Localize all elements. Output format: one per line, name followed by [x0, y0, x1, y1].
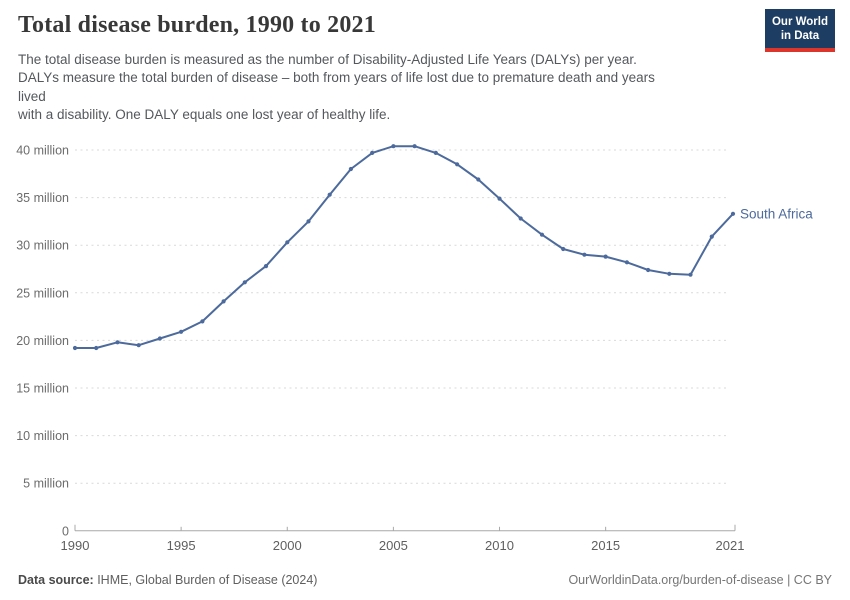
data-point — [709, 234, 714, 239]
data-point — [136, 343, 141, 348]
x-tick-label: 2000 — [273, 538, 302, 550]
data-point — [476, 177, 481, 182]
data-point — [391, 144, 396, 149]
data-point — [730, 211, 736, 216]
data-point — [412, 144, 417, 149]
data-point — [263, 264, 269, 269]
data-point — [603, 254, 608, 259]
owid-logo-line2: in Data — [780, 29, 820, 42]
x-tick-label: 2005 — [379, 538, 408, 550]
y-tick-label: 25 million — [16, 286, 69, 300]
data-point — [582, 252, 587, 257]
data-point — [221, 299, 226, 304]
y-tick-label: 35 million — [16, 191, 69, 205]
data-point — [306, 219, 311, 224]
y-tick-label: 0 — [62, 524, 69, 538]
data-point — [518, 216, 523, 221]
data-point — [115, 340, 120, 345]
series-line — [74, 145, 734, 349]
data-point — [200, 319, 205, 324]
data-point — [72, 345, 78, 351]
data-point — [561, 246, 566, 252]
data-point — [624, 260, 630, 265]
x-tick-label: 2015 — [591, 538, 620, 550]
data-point — [539, 232, 545, 237]
data-point — [285, 240, 290, 245]
data-point — [455, 162, 460, 167]
data-point — [327, 192, 332, 197]
owid-logo-line1: Our World — [771, 16, 828, 28]
y-tick-label: 10 million — [16, 429, 69, 443]
data-point — [348, 166, 353, 172]
data-point — [179, 329, 184, 334]
data-point — [433, 150, 438, 155]
data-point — [242, 280, 247, 285]
data-source: Data source: IHME, Global Burden of Dise… — [18, 573, 317, 587]
series-south-africa: South Africa — [72, 144, 813, 351]
x-tick-label: 1990 — [61, 538, 90, 550]
chart-subtitle: The total disease burden is measured as … — [18, 52, 655, 123]
data-point — [157, 336, 162, 341]
data-point — [370, 150, 375, 155]
data-point — [94, 345, 99, 351]
x-tick-label: 1995 — [167, 538, 196, 550]
data-point — [497, 196, 502, 201]
x-axis: 1990 1995 2000 2005 2010 2015 2021 — [61, 524, 745, 550]
data-point — [688, 272, 693, 277]
chart-title: Total disease burden, 1990 to 2021 — [18, 12, 376, 38]
data-point — [667, 271, 672, 276]
chart-footer: Data source: IHME, Global Burden of Dise… — [18, 573, 832, 587]
y-tick-label: 5 million — [23, 477, 69, 491]
y-tick-label: 30 million — [16, 239, 69, 253]
y-tick-label: 15 million — [16, 382, 69, 396]
data-source-label: Data source: — [18, 573, 94, 587]
y-axis-labels: 0 5 million 10 million 15 million 20 million… — [16, 144, 69, 539]
owid-logo: Our World in Data — [764, 9, 835, 52]
y-tick-label: 20 million — [16, 334, 69, 348]
x-tick-label: 2010 — [485, 538, 514, 550]
data-source-value: IHME, Global Burden of Disease (2024) — [93, 573, 318, 587]
footer-citation-link: OurWorldinData.org/burden-of-disease | C… — [568, 573, 832, 587]
line-chart: 0 5 million 10 million 15 million 20 million… — [16, 144, 813, 551]
x-tick-label: 2021 — [716, 538, 745, 550]
series-end-label: South Africa — [740, 206, 813, 221]
gridlines — [75, 149, 728, 484]
y-tick-label: 40 million — [16, 144, 69, 158]
data-point — [646, 267, 651, 273]
